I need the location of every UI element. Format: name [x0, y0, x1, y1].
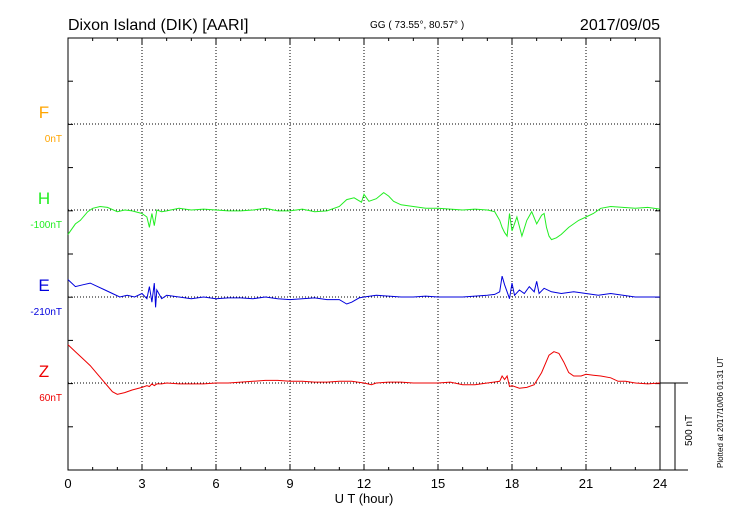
station-title: Dixon Island (DIK) [AARI] [68, 17, 249, 34]
series-line-e [67, 275, 660, 308]
scale-bar [660, 382, 688, 471]
series-name-e: E [38, 276, 49, 295]
x-tick-label: 15 [431, 476, 445, 491]
series-baseline-z: 60nT [39, 393, 62, 404]
scale-bar-label: 500 nT [684, 415, 695, 446]
series-name-z: Z [39, 362, 49, 381]
x-tick-label: 12 [357, 476, 371, 491]
series-line-z [67, 344, 661, 395]
date-label: 2017/09/05 [580, 17, 660, 34]
series-baseline-e: -210nT [30, 307, 62, 318]
series-baseline-f: 0nT [45, 134, 62, 145]
x-tick-label: 6 [212, 476, 219, 491]
coordinates-label: GG ( 73.55°, 80.57° ) [370, 20, 464, 31]
series-line-h [67, 191, 661, 241]
series-lines [67, 191, 661, 395]
axis-ticks [67, 37, 661, 471]
x-axis-title: U T (hour) [335, 491, 394, 506]
series-name-h: H [38, 189, 50, 208]
x-tick-label: 0 [64, 476, 71, 491]
plotted-at-note: Plotted at 2017/10/06 01:31 UT [716, 357, 725, 468]
vertical-gridlines [141, 38, 587, 470]
series-baseline-h: -100nT [30, 220, 62, 231]
series-name-f: F [39, 103, 49, 122]
x-tick-label: 9 [286, 476, 293, 491]
x-tick-label: 18 [505, 476, 519, 491]
component-labels: F 0nT H -100nT E -210nT Z 60nT [30, 103, 62, 404]
x-tick-label: 21 [579, 476, 593, 491]
x-tick-label: 3 [138, 476, 145, 491]
x-tick-label: 24 [653, 476, 667, 491]
x-tick-labels: 0 3 6 9 12 15 18 21 24 [64, 476, 667, 491]
